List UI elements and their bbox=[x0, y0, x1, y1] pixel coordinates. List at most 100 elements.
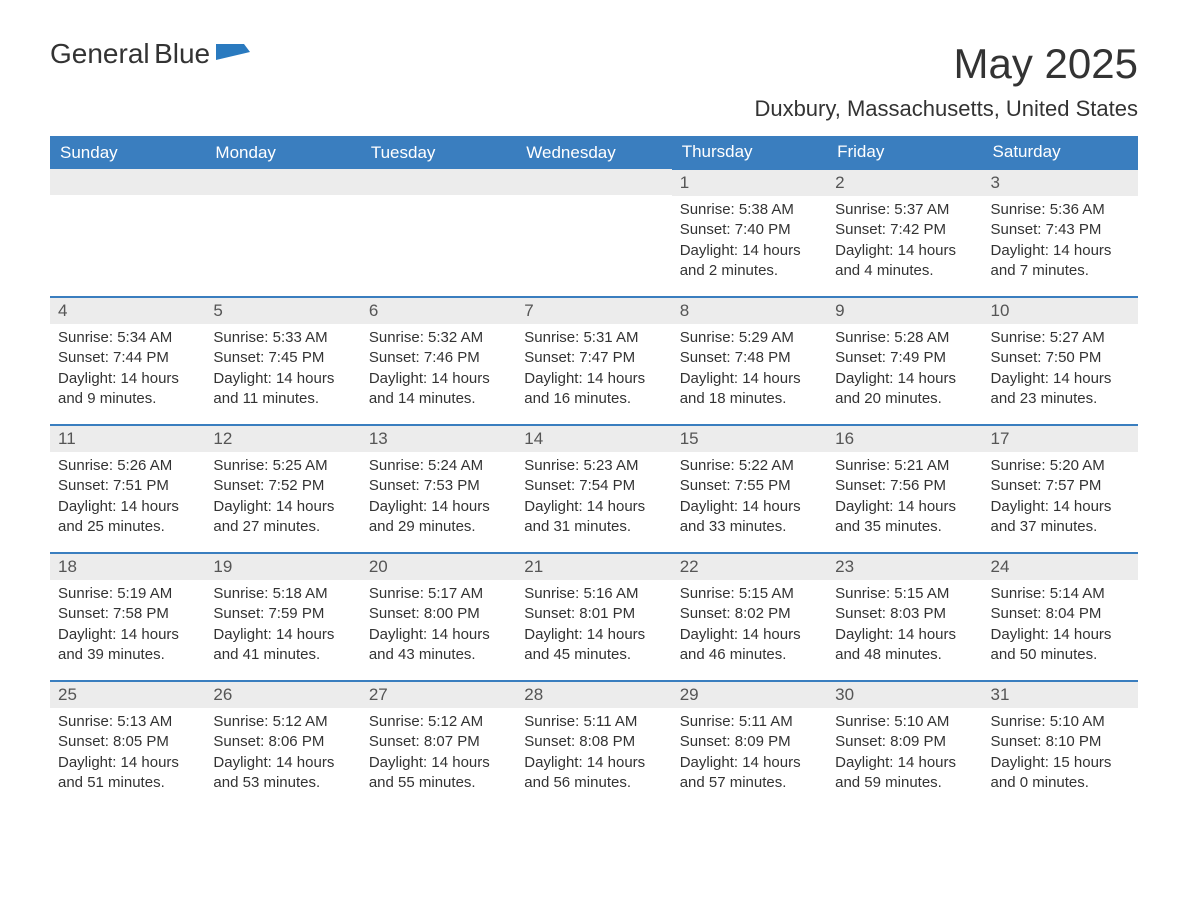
logo-word1: General bbox=[50, 38, 150, 69]
sunset-line: Sunset: 7:44 PM bbox=[58, 348, 197, 368]
day-number: 11 bbox=[50, 426, 205, 452]
sunrise-line: Sunrise: 5:25 AM bbox=[213, 456, 352, 476]
daylight-line: Daylight: 14 hours and 31 minutes. bbox=[524, 497, 663, 538]
day-number: 13 bbox=[361, 426, 516, 452]
day-number: 4 bbox=[50, 298, 205, 324]
calendar-cell: 12Sunrise: 5:25 AMSunset: 7:52 PMDayligh… bbox=[205, 425, 360, 553]
calendar-cell: 4Sunrise: 5:34 AMSunset: 7:44 PMDaylight… bbox=[50, 297, 205, 425]
day-number: 18 bbox=[50, 554, 205, 580]
daylight-line: Daylight: 14 hours and 4 minutes. bbox=[835, 241, 974, 282]
sunset-line: Sunset: 7:52 PM bbox=[213, 476, 352, 496]
calendar-cell: 15Sunrise: 5:22 AMSunset: 7:55 PMDayligh… bbox=[672, 425, 827, 553]
day-body: Sunrise: 5:25 AMSunset: 7:52 PMDaylight:… bbox=[205, 452, 360, 541]
day-body: Sunrise: 5:17 AMSunset: 8:00 PMDaylight:… bbox=[361, 580, 516, 669]
day-body: Sunrise: 5:11 AMSunset: 8:08 PMDaylight:… bbox=[516, 708, 671, 797]
sunset-line: Sunset: 8:10 PM bbox=[991, 732, 1130, 752]
sunset-line: Sunset: 7:48 PM bbox=[680, 348, 819, 368]
sunrise-line: Sunrise: 5:18 AM bbox=[213, 584, 352, 604]
calendar-cell: 26Sunrise: 5:12 AMSunset: 8:06 PMDayligh… bbox=[205, 681, 360, 809]
month-title: May 2025 bbox=[954, 40, 1138, 88]
daylight-line: Daylight: 14 hours and 46 minutes. bbox=[680, 625, 819, 666]
calendar-week-row: 11Sunrise: 5:26 AMSunset: 7:51 PMDayligh… bbox=[50, 425, 1138, 553]
sunset-line: Sunset: 8:00 PM bbox=[369, 604, 508, 624]
daylight-line: Daylight: 14 hours and 37 minutes. bbox=[991, 497, 1130, 538]
day-number: 29 bbox=[672, 682, 827, 708]
sunset-line: Sunset: 7:57 PM bbox=[991, 476, 1130, 496]
weekday-header: Thursday bbox=[672, 136, 827, 169]
day-body: Sunrise: 5:19 AMSunset: 7:58 PMDaylight:… bbox=[50, 580, 205, 669]
day-body: Sunrise: 5:38 AMSunset: 7:40 PMDaylight:… bbox=[672, 196, 827, 285]
day-number: 25 bbox=[50, 682, 205, 708]
day-body: Sunrise: 5:27 AMSunset: 7:50 PMDaylight:… bbox=[983, 324, 1138, 413]
day-number: 5 bbox=[205, 298, 360, 324]
weekday-header-row: SundayMondayTuesdayWednesdayThursdayFrid… bbox=[50, 136, 1138, 169]
calendar-cell bbox=[50, 169, 205, 297]
calendar-cell: 5Sunrise: 5:33 AMSunset: 7:45 PMDaylight… bbox=[205, 297, 360, 425]
day-number: 14 bbox=[516, 426, 671, 452]
daylight-line: Daylight: 14 hours and 23 minutes. bbox=[991, 369, 1130, 410]
daylight-line: Daylight: 14 hours and 39 minutes. bbox=[58, 625, 197, 666]
sunrise-line: Sunrise: 5:24 AM bbox=[369, 456, 508, 476]
day-body: Sunrise: 5:34 AMSunset: 7:44 PMDaylight:… bbox=[50, 324, 205, 413]
day-body: Sunrise: 5:15 AMSunset: 8:03 PMDaylight:… bbox=[827, 580, 982, 669]
logo-flag-icon bbox=[216, 40, 252, 69]
calendar-cell: 28Sunrise: 5:11 AMSunset: 8:08 PMDayligh… bbox=[516, 681, 671, 809]
calendar-cell: 10Sunrise: 5:27 AMSunset: 7:50 PMDayligh… bbox=[983, 297, 1138, 425]
day-number: 28 bbox=[516, 682, 671, 708]
sunrise-line: Sunrise: 5:33 AM bbox=[213, 328, 352, 348]
daylight-line: Daylight: 14 hours and 29 minutes. bbox=[369, 497, 508, 538]
daylight-line: Daylight: 14 hours and 45 minutes. bbox=[524, 625, 663, 666]
sunrise-line: Sunrise: 5:37 AM bbox=[835, 200, 974, 220]
daylight-line: Daylight: 14 hours and 20 minutes. bbox=[835, 369, 974, 410]
sunrise-line: Sunrise: 5:20 AM bbox=[991, 456, 1130, 476]
day-number: 24 bbox=[983, 554, 1138, 580]
calendar-cell: 20Sunrise: 5:17 AMSunset: 8:00 PMDayligh… bbox=[361, 553, 516, 681]
calendar-cell: 2Sunrise: 5:37 AMSunset: 7:42 PMDaylight… bbox=[827, 169, 982, 297]
sunrise-line: Sunrise: 5:29 AM bbox=[680, 328, 819, 348]
daylight-line: Daylight: 14 hours and 27 minutes. bbox=[213, 497, 352, 538]
calendar-week-row: 4Sunrise: 5:34 AMSunset: 7:44 PMDaylight… bbox=[50, 297, 1138, 425]
sunrise-line: Sunrise: 5:28 AM bbox=[835, 328, 974, 348]
day-body: Sunrise: 5:11 AMSunset: 8:09 PMDaylight:… bbox=[672, 708, 827, 797]
day-number: 20 bbox=[361, 554, 516, 580]
sunset-line: Sunset: 7:59 PM bbox=[213, 604, 352, 624]
sunset-line: Sunset: 7:47 PM bbox=[524, 348, 663, 368]
day-number: 12 bbox=[205, 426, 360, 452]
calendar-cell: 13Sunrise: 5:24 AMSunset: 7:53 PMDayligh… bbox=[361, 425, 516, 553]
sunset-line: Sunset: 8:02 PM bbox=[680, 604, 819, 624]
calendar-cell: 7Sunrise: 5:31 AMSunset: 7:47 PMDaylight… bbox=[516, 297, 671, 425]
sunrise-line: Sunrise: 5:22 AM bbox=[680, 456, 819, 476]
calendar-week-row: 1Sunrise: 5:38 AMSunset: 7:40 PMDaylight… bbox=[50, 169, 1138, 297]
day-number: 9 bbox=[827, 298, 982, 324]
sunset-line: Sunset: 7:55 PM bbox=[680, 476, 819, 496]
sunrise-line: Sunrise: 5:11 AM bbox=[524, 712, 663, 732]
sunrise-line: Sunrise: 5:23 AM bbox=[524, 456, 663, 476]
sunrise-line: Sunrise: 5:36 AM bbox=[991, 200, 1130, 220]
calendar-cell: 24Sunrise: 5:14 AMSunset: 8:04 PMDayligh… bbox=[983, 553, 1138, 681]
sunset-line: Sunset: 8:01 PM bbox=[524, 604, 663, 624]
daylight-line: Daylight: 14 hours and 59 minutes. bbox=[835, 753, 974, 794]
day-number: 8 bbox=[672, 298, 827, 324]
sunset-line: Sunset: 7:46 PM bbox=[369, 348, 508, 368]
day-number: 6 bbox=[361, 298, 516, 324]
day-body: Sunrise: 5:21 AMSunset: 7:56 PMDaylight:… bbox=[827, 452, 982, 541]
calendar-week-row: 25Sunrise: 5:13 AMSunset: 8:05 PMDayligh… bbox=[50, 681, 1138, 809]
daylight-line: Daylight: 14 hours and 48 minutes. bbox=[835, 625, 974, 666]
daylight-line: Daylight: 14 hours and 57 minutes. bbox=[680, 753, 819, 794]
daylight-line: Daylight: 14 hours and 9 minutes. bbox=[58, 369, 197, 410]
weekday-header: Saturday bbox=[983, 136, 1138, 169]
calendar-cell: 1Sunrise: 5:38 AMSunset: 7:40 PMDaylight… bbox=[672, 169, 827, 297]
calendar-cell: 22Sunrise: 5:15 AMSunset: 8:02 PMDayligh… bbox=[672, 553, 827, 681]
calendar-cell: 27Sunrise: 5:12 AMSunset: 8:07 PMDayligh… bbox=[361, 681, 516, 809]
location-subtitle: Duxbury, Massachusetts, United States bbox=[50, 96, 1138, 122]
logo-word2: Blue bbox=[154, 38, 210, 69]
day-number: 10 bbox=[983, 298, 1138, 324]
day-body: Sunrise: 5:15 AMSunset: 8:02 PMDaylight:… bbox=[672, 580, 827, 669]
weekday-header: Wednesday bbox=[516, 136, 671, 169]
empty-daynum bbox=[361, 169, 516, 195]
sunset-line: Sunset: 8:09 PM bbox=[835, 732, 974, 752]
calendar-cell: 25Sunrise: 5:13 AMSunset: 8:05 PMDayligh… bbox=[50, 681, 205, 809]
sunrise-line: Sunrise: 5:10 AM bbox=[991, 712, 1130, 732]
daylight-line: Daylight: 14 hours and 7 minutes. bbox=[991, 241, 1130, 282]
sunset-line: Sunset: 7:51 PM bbox=[58, 476, 197, 496]
